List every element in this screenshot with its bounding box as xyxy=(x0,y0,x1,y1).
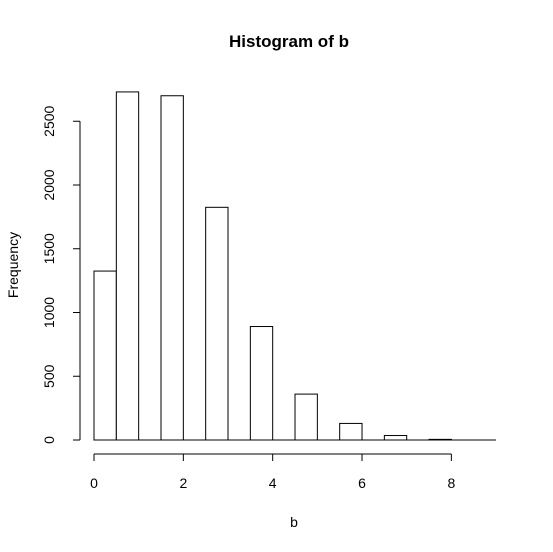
chart-title: Histogram of b xyxy=(229,32,349,51)
x-tick-label: 6 xyxy=(358,475,366,491)
y-axis-label: Frequency xyxy=(5,232,21,298)
histogram-bar xyxy=(93,270,117,441)
y-tick-label: 1000 xyxy=(41,297,57,328)
histogram-bar xyxy=(339,422,363,441)
x-axis-label: b xyxy=(290,514,298,530)
histogram-bar xyxy=(205,206,229,441)
x-tick-label: 4 xyxy=(269,475,277,491)
y-tick-label: 500 xyxy=(41,364,57,388)
x-tick-label: 8 xyxy=(447,475,455,491)
histogram-bar xyxy=(294,393,318,441)
histogram-bar xyxy=(383,435,408,441)
y-axis: 0 500 1000 1500 2000 2500 xyxy=(41,105,81,444)
x-tick-label: 2 xyxy=(179,475,187,491)
x-axis: 0 2 4 6 8 xyxy=(90,453,455,491)
y-tick-label: 2000 xyxy=(41,169,57,200)
histogram-bar xyxy=(249,326,274,441)
y-tick-label: 2500 xyxy=(41,105,57,136)
y-tick-label: 0 xyxy=(41,436,57,444)
histogram-bar xyxy=(160,95,184,441)
y-tick-label: 1500 xyxy=(41,233,57,264)
x-tick-label: 0 xyxy=(90,475,98,491)
histogram-bar xyxy=(115,91,140,441)
bars-group xyxy=(93,91,497,441)
